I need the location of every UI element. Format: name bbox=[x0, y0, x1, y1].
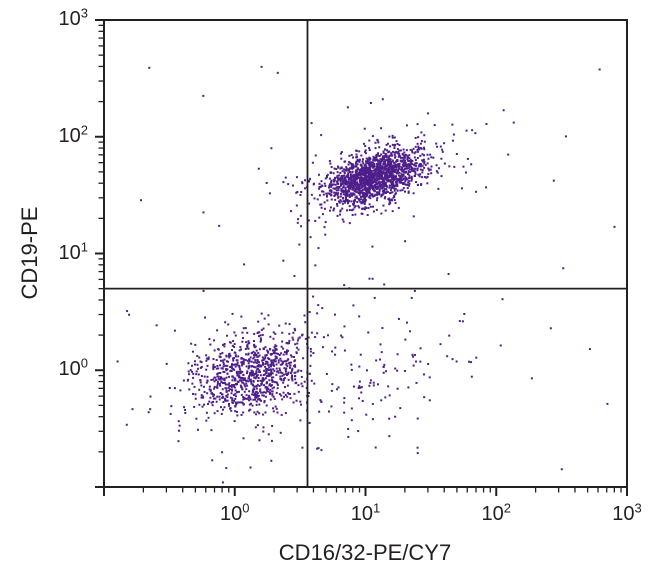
x-axis-title: CD16/32-PE/CY7 bbox=[278, 540, 452, 565]
y-axis-title: CD19-PE bbox=[17, 206, 42, 300]
y-tick-label: 101 bbox=[58, 238, 88, 264]
x-tick-label: 100 bbox=[220, 500, 250, 525]
y-tick-label: 100 bbox=[58, 355, 88, 381]
y-tick-label: 102 bbox=[58, 122, 88, 147]
x-tick-label: 101 bbox=[350, 500, 381, 525]
x-tick-label: 102 bbox=[481, 500, 511, 525]
x-tick-label: 103 bbox=[612, 500, 642, 525]
y-tick-label: 103 bbox=[58, 5, 88, 30]
